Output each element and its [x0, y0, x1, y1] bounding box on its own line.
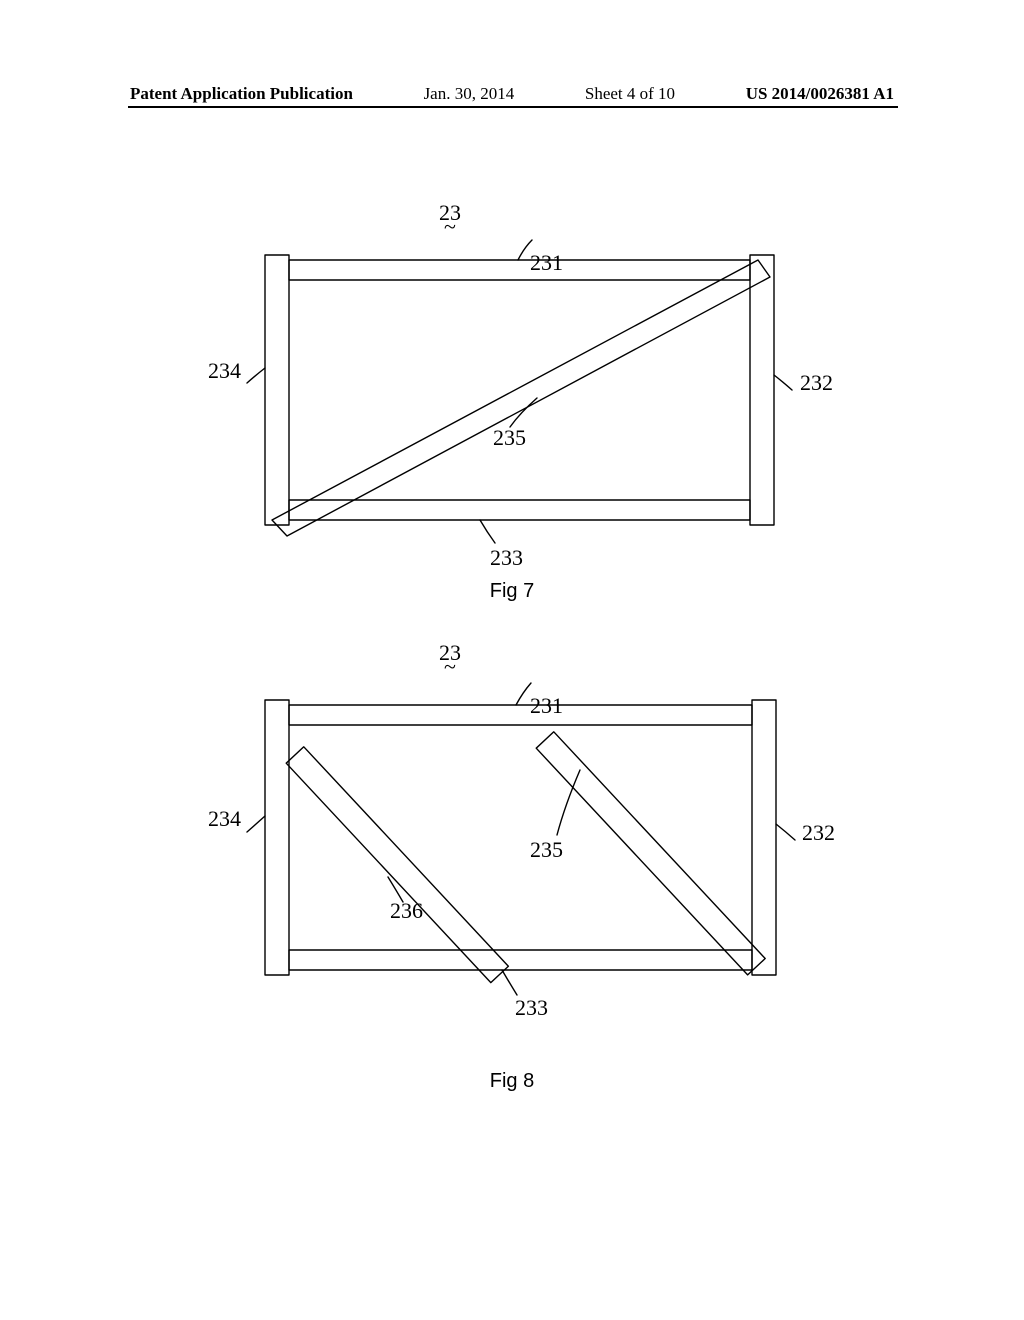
publication-number: US 2014/0026381 A1 [746, 84, 894, 104]
fig7-label-234: 234 [208, 358, 241, 384]
fig8-label-236: 236 [390, 898, 423, 924]
fig7-label-231: 231 [530, 250, 563, 276]
fig7-label-235: 235 [493, 425, 526, 451]
fig7-drawing [0, 200, 1024, 560]
publication-label: Patent Application Publication [130, 84, 353, 104]
fig7-label-233: 233 [490, 545, 523, 571]
header-rule [128, 106, 898, 108]
fig8-caption: Fig 8 [0, 1070, 1024, 1093]
fig8-label-234: 234 [208, 806, 241, 832]
sheet-number: Sheet 4 of 10 [585, 84, 675, 104]
tilde-icon: ~ [444, 214, 456, 239]
fig8-assembly-ref: 23 ~ [439, 640, 461, 692]
fig8-label-235: 235 [530, 837, 563, 863]
fig8-label-233: 233 [515, 995, 548, 1021]
figure-8: 23 ~ [0, 640, 1024, 1010]
fig7-label-232: 232 [800, 370, 833, 396]
fig8-label-231: 231 [530, 693, 563, 719]
fig7-assembly-ref: 23 ~ [439, 200, 461, 252]
fig7-caption: Fig 7 [0, 580, 1024, 603]
fig8-drawing [0, 640, 1024, 1010]
page-header: Patent Application Publication Jan. 30, … [0, 84, 1024, 104]
tilde-icon: ~ [444, 654, 456, 679]
publication-date: Jan. 30, 2014 [424, 84, 515, 104]
figure-7: 23 ~ 231 232 233 23 [0, 200, 1024, 560]
fig8-label-232: 232 [802, 820, 835, 846]
